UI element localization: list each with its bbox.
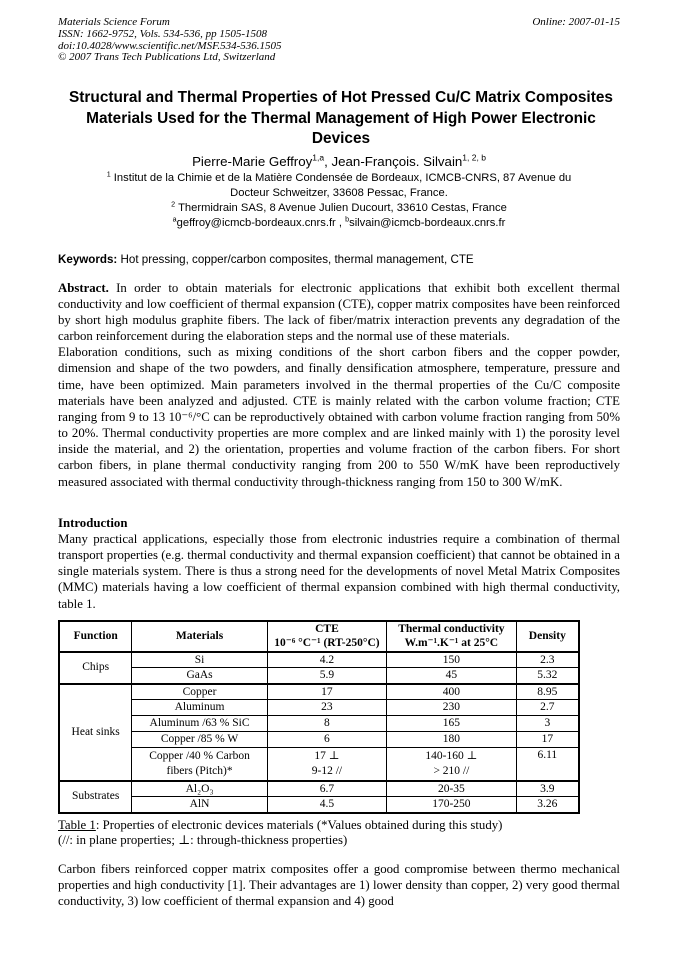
email-b: silvain@icmcb-bordeaux.cnrs.fr — [349, 216, 506, 229]
row-group-label-chips: Chips — [58, 651, 133, 685]
affiliation-2-sup: 2 — [171, 199, 176, 208]
table-cell: 150 — [386, 651, 517, 669]
caption-line-1: Table 1: Properties of electronic device… — [58, 817, 503, 832]
table-cell: 3 — [515, 715, 580, 733]
author-1-sup: 1,a — [312, 152, 325, 163]
affiliation-1-sup: 1 — [106, 169, 111, 178]
caption-label: Table 1 — [58, 817, 96, 832]
table-cell: Copper /40 % Carbon fibers (Pitch)* — [131, 747, 268, 782]
doi-line: doi:10.4028/www.scientific.net/MSF.534-5… — [58, 39, 282, 52]
affiliation-2: 2 Thermidrain SAS, 8 Avenue Julien Ducou… — [171, 199, 507, 214]
affiliation-1-line-1: 1 Institut de la Chimie et de la Matière… — [106, 169, 572, 184]
author-1: Pierre-Marie Geffroy — [192, 153, 313, 169]
table-row: Heat sinks Copper 17 400 8.95 — [58, 682, 580, 782]
table-cell: 17 ⊥ 9-12 // — [266, 747, 388, 782]
email-b-sup: b — [345, 214, 350, 223]
author-2: Jean-François. Silvain — [331, 153, 463, 169]
table-cell: 23 — [266, 699, 388, 717]
table-cell: 20-35 — [386, 779, 517, 798]
affiliations: 1 Institut de la Chimie et de la Matière… — [58, 169, 620, 231]
keywords-line: Keywords: Hot pressing, copper/carbon co… — [58, 252, 620, 267]
table-cell: AlN — [131, 796, 268, 814]
author-2-sup: 1, 2, b — [462, 152, 486, 163]
table-cell: GaAs — [131, 667, 268, 685]
table-cell: 3.9 — [515, 779, 580, 798]
table-cell: 4.2 — [266, 651, 388, 669]
masthead-left: Materials Science Forum ISSN: 1662-9752,… — [58, 16, 282, 64]
online-date: Online: 2007-01-15 — [532, 16, 620, 28]
table-row: Copper /40 % Carbon fibers (Pitch)* 17 ⊥… — [59, 747, 580, 782]
table-cell: Copper /85 % W — [131, 731, 268, 749]
table-cell: 140-160 ⊥ > 210 // — [386, 747, 517, 782]
table-row: AlN 4.5 170-250 3.26 — [59, 796, 580, 814]
table-header-row: Function Materials CTE 10⁻⁶ °C⁻¹ (RT-250… — [58, 620, 580, 653]
abstract: Abstract. In order to obtain materials f… — [58, 280, 620, 490]
keywords-label: Keywords: — [58, 252, 118, 266]
table-row: GaAs 5.9 45 5.32 — [59, 667, 580, 685]
table-cell: 8.95 — [515, 682, 580, 701]
table-cell: 6.7 — [266, 779, 388, 798]
email-line: ageffroy@icmcb-bordeaux.cnrs.fr , bsilva… — [172, 214, 506, 229]
table-cell: 4.5 — [266, 796, 388, 814]
header-thermal-conductivity: Thermal conductivity W.m⁻¹.K⁻¹ at 25°C — [386, 620, 517, 653]
header-cte: CTE 10⁻⁶ °C⁻¹ (RT-250°C) — [266, 620, 388, 653]
table-cell: 17 — [515, 731, 580, 749]
table-cell: 5.32 — [515, 667, 580, 685]
table-caption: Table 1: Properties of electronic device… — [58, 818, 620, 849]
copyright-line: © 2007 Trans Tech Publications Ltd, Swit… — [58, 51, 276, 64]
table-cell: 5.9 — [266, 667, 388, 685]
row-group-label-heat-sinks: Heat sinks — [58, 682, 133, 782]
abstract-label: Abstract. — [58, 280, 109, 295]
masthead: Materials Science Forum ISSN: 1662-9752,… — [58, 16, 620, 64]
table-cell: 6.11 — [515, 747, 580, 782]
caption-line-2: (//: in plane properties; ⊥: through-thi… — [58, 833, 348, 848]
issn-line: ISSN: 1662-9752, Vols. 534-536, pp 1505-… — [58, 27, 267, 40]
table-cell: Aluminum /63 % SiC — [131, 715, 268, 733]
properties-table: Function Materials CTE 10⁻⁶ °C⁻¹ (RT-250… — [58, 619, 580, 814]
abstract-paragraph-1: Abstract. In order to obtain materials f… — [58, 280, 621, 344]
closing-paragraph: Carbon fibers reinforced copper matrix c… — [58, 861, 620, 908]
table-row: Copper /85 % W 6 180 17 — [59, 731, 580, 749]
header-materials: Materials — [131, 620, 268, 653]
email-a-sup: a — [172, 214, 177, 223]
introduction-heading: Introduction — [58, 515, 128, 530]
author-separator: , — [324, 153, 332, 169]
paper-title: Structural and Thermal Properties of Hot… — [69, 89, 613, 148]
table-cell: 2.7 — [515, 699, 580, 717]
table-row: Aluminum 23 230 2.7 — [59, 699, 580, 717]
table-cell: Al₂O₃ — [131, 779, 268, 798]
table-cell: 400 — [386, 682, 517, 701]
email-a: geffroy@icmcb-bordeaux.cnrs.fr — [176, 216, 336, 229]
table-cell: 3.26 — [515, 796, 580, 814]
table-row: Chips Si 4.2 150 2.3 — [58, 651, 580, 685]
table-cell: 45 — [386, 667, 517, 685]
affiliation-1-line-2: Docteur Schweitzer, 33608 Pessac, France… — [230, 186, 448, 199]
table-cell: 230 — [386, 699, 517, 717]
table-cell: 165 — [386, 715, 517, 733]
header-density: Density — [515, 620, 580, 653]
table-cell: 170-250 — [386, 796, 517, 814]
keywords-text: Hot pressing, copper/carbon composites, … — [120, 252, 474, 266]
table-row: Substrates Al₂O₃ 6.7 20-35 3.9 — [58, 779, 580, 814]
introduction-paragraph: Many practical applications, especially … — [58, 531, 620, 611]
journal-title: Materials Science Forum — [58, 16, 170, 28]
table-cell: Aluminum — [131, 699, 268, 717]
table-cell: 2.3 — [515, 651, 580, 669]
table-cell: 17 — [266, 682, 388, 701]
row-group-label-substrates: Substrates — [58, 779, 133, 814]
table-cell: Si — [131, 651, 268, 669]
table-row: Aluminum /63 % SiC 8 165 3 — [59, 715, 580, 733]
table-cell: 8 — [266, 715, 388, 733]
table-cell: Copper — [131, 682, 268, 701]
table-cell: 6 — [266, 731, 388, 749]
abstract-paragraph-2: Elaboration conditions, such as mixing c… — [58, 345, 620, 489]
table-cell: 180 — [386, 731, 517, 749]
header-function: Function — [58, 620, 133, 653]
author-line: Pierre-Marie Geffroy1,a, Jean-François. … — [58, 153, 620, 170]
